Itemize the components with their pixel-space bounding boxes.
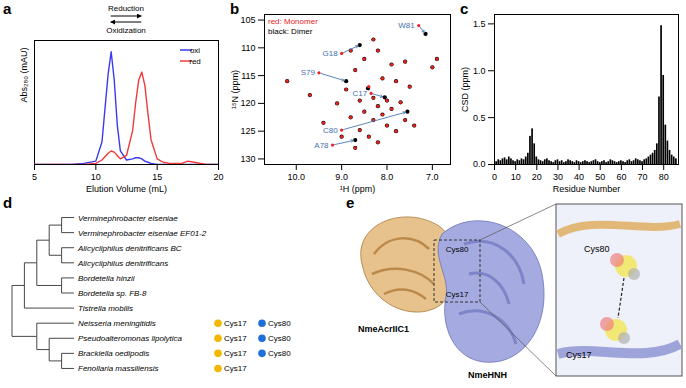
svg-text:Cys80: Cys80: [446, 245, 469, 254]
svg-text:Bordetella hinzii: Bordetella hinzii: [78, 274, 135, 283]
svg-text:Cys80: Cys80: [268, 319, 291, 328]
svg-text:70: 70: [638, 172, 648, 182]
svg-text:10: 10: [511, 172, 521, 182]
svg-text:50: 50: [595, 172, 605, 182]
svg-text:Fenollaria massiliensis: Fenollaria massiliensis: [78, 364, 158, 373]
svg-text:Cys80: Cys80: [584, 244, 610, 254]
svg-text:oxi: oxi: [190, 46, 200, 55]
svg-text:110: 110: [241, 43, 255, 53]
html-text:c: c: [460, 0, 469, 17]
svg-text:0.5: 0.5: [473, 113, 486, 123]
svg-text:40: 40: [574, 172, 584, 182]
html-text:e: e: [346, 194, 355, 211]
svg-text:Neisseria meningitidis: Neisseria meningitidis: [78, 319, 156, 328]
svg-text:1.0: 1.0: [473, 66, 486, 76]
svg-text:0: 0: [492, 172, 497, 182]
svg-text:60: 60: [616, 172, 626, 182]
svg-text:Alicycliphilus denitrificans B: Alicycliphilus denitrificans BC: [77, 244, 182, 253]
svg-text:15: 15: [152, 172, 162, 182]
svg-text:8.0: 8.0: [381, 172, 394, 182]
svg-text:Alicycliphilus denitrificans: Alicycliphilus denitrificans: [77, 259, 168, 268]
svg-text:C80: C80: [323, 126, 338, 135]
svg-text:red: Monomer: red: Monomer: [268, 17, 318, 26]
svg-text:10.0: 10.0: [287, 172, 305, 182]
svg-text:1.5: 1.5: [473, 19, 486, 29]
svg-text:Verminephrobacter eiseniae: Verminephrobacter eiseniae: [78, 214, 178, 223]
svg-text:CSD (ppm): CSD (ppm): [460, 67, 470, 112]
svg-text:C17: C17: [352, 89, 367, 98]
svg-text:105: 105: [240, 15, 255, 25]
svg-text:115: 115: [241, 70, 255, 80]
svg-text:Bordetella sp. FB-8: Bordetella sp. FB-8: [78, 289, 147, 298]
svg-text:0.0: 0.0: [473, 159, 486, 169]
svg-text:W81: W81: [398, 21, 415, 30]
svg-text:red: red: [189, 57, 201, 66]
svg-text:¹⁵N (ppm): ¹⁵N (ppm): [230, 70, 240, 109]
svg-text:5: 5: [32, 172, 37, 182]
svg-text:Cys17: Cys17: [566, 350, 592, 360]
svg-text:20: 20: [213, 172, 223, 182]
svg-text:Reduction: Reduction: [108, 4, 144, 13]
svg-text:¹H (ppm): ¹H (ppm): [340, 184, 376, 194]
svg-text:Cys80: Cys80: [268, 334, 291, 343]
svg-text:130: 130: [240, 154, 255, 164]
svg-text:S79: S79: [301, 68, 316, 77]
svg-text:Cys17: Cys17: [224, 349, 247, 358]
svg-text:80: 80: [659, 172, 669, 182]
svg-text:NmeAcrIIC1: NmeAcrIIC1: [358, 324, 409, 334]
svg-text:Verminephrobacter eiseniae EF0: Verminephrobacter eiseniae EF01-2: [78, 229, 207, 238]
svg-text:A78: A78: [314, 141, 329, 150]
svg-text:Cys17: Cys17: [224, 319, 247, 328]
svg-text:20: 20: [532, 172, 542, 182]
svg-text:Elution Volume (mL): Elution Volume (mL): [86, 184, 167, 194]
svg-text:Pseudoalteromonas lipolytica: Pseudoalteromonas lipolytica: [78, 334, 183, 343]
svg-text:black: Dimer: black: Dimer: [268, 27, 313, 36]
svg-text:125: 125: [240, 126, 255, 136]
svg-text:120: 120: [240, 98, 255, 108]
svg-text:Cys17: Cys17: [224, 334, 247, 343]
html-text:d: d: [3, 194, 13, 211]
svg-text:Cys17: Cys17: [446, 290, 469, 299]
svg-text:7.0: 7.0: [426, 172, 439, 182]
svg-text:Cys80: Cys80: [268, 349, 291, 358]
html-text:a: a: [3, 0, 12, 17]
svg-text:9.0: 9.0: [335, 172, 348, 182]
svg-text:G18: G18: [322, 49, 338, 58]
html-text:b: b: [230, 0, 240, 17]
svg-text:Residue Number: Residue Number: [553, 184, 621, 194]
svg-text:Cys17: Cys17: [224, 364, 247, 373]
svg-text:NmeHNH: NmeHNH: [468, 370, 507, 380]
svg-text:10: 10: [91, 172, 101, 182]
svg-text:Oxidization: Oxidization: [106, 26, 146, 35]
svg-text:Brackiella oedipodis: Brackiella oedipodis: [78, 349, 149, 358]
svg-text:Tistrella mobilis: Tistrella mobilis: [78, 304, 133, 313]
svg-text:30: 30: [553, 172, 563, 182]
svg-text:Abs₂₈₀ (mAU): Abs₂₈₀ (mAU): [19, 48, 29, 103]
